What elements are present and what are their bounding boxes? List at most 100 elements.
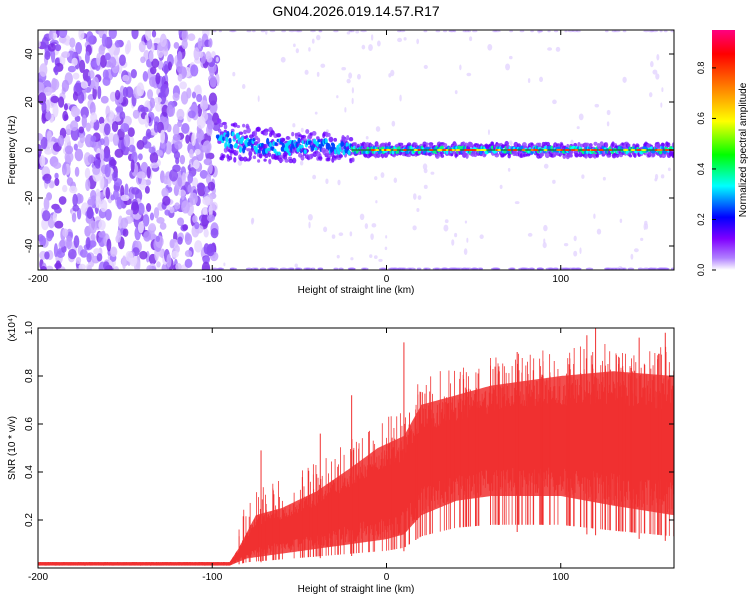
heatmap-cell [69, 37, 76, 48]
heatmap-cell [257, 95, 260, 102]
heatmap-cell [280, 56, 286, 63]
heatmap-cell [547, 30, 551, 33]
heatmap-cell [351, 87, 355, 94]
heatmap-cell [62, 184, 68, 193]
heatmap-cell [194, 240, 203, 253]
heatmap-cell [208, 92, 218, 106]
heatmap-cell [202, 140, 212, 154]
heatmap-cell [670, 267, 674, 270]
colorbar-gradient [712, 30, 735, 270]
heatmap-cell [346, 31, 351, 35]
heatmap-cell [310, 30, 316, 33]
heatmap-cell [543, 224, 548, 232]
heatmap-cell [155, 102, 163, 112]
heatmap-cell [48, 30, 54, 40]
heatmap-cell [104, 52, 111, 61]
heatmap-cell [582, 149, 586, 151]
heatmap-cell [257, 137, 261, 144]
heatmap-cell [430, 171, 435, 175]
heatmap-cell [74, 115, 81, 122]
heatmap-cell [385, 149, 391, 151]
heatmap-cell [323, 226, 328, 233]
heatmap-cell [137, 202, 145, 216]
heatmap-cell [245, 267, 253, 270]
heatmap-cell [131, 30, 139, 40]
heatmap-cell [397, 30, 402, 33]
heatmap-cell [110, 194, 115, 201]
heatmap-cell [103, 135, 110, 148]
heatmap-cell [661, 87, 664, 93]
heatmap-cell [54, 220, 64, 229]
heatmap-cell [173, 42, 180, 49]
heatmap-cell [399, 94, 402, 102]
heatmap-cell [593, 141, 598, 146]
heatmap-cell [636, 149, 642, 151]
heatmap-cell [622, 267, 627, 270]
heatmap-cell [72, 193, 78, 207]
heatmap-cell [144, 30, 152, 41]
heatmap-cell [125, 209, 134, 216]
heatmap-cell [156, 261, 161, 268]
heatmap-cell [145, 128, 152, 140]
heatmap-cell [159, 222, 167, 230]
heatmap-cell [161, 187, 169, 198]
heatmap-cell [172, 123, 180, 137]
heatmap-cell [333, 30, 339, 33]
heatmap-cell [76, 207, 82, 220]
heatmap-cell [172, 133, 181, 141]
heatmap-cell [406, 267, 412, 270]
heatmap-cell [465, 149, 472, 151]
heatmap-cell [192, 215, 198, 223]
heatmap-cell [314, 147, 318, 151]
heatmap-cell [276, 133, 282, 138]
heatmap-cell [142, 214, 150, 227]
heatmap-cell [148, 50, 154, 62]
heatmap-cell [336, 254, 340, 259]
heatmap-cell [479, 234, 484, 240]
heatmap-cell [648, 92, 653, 98]
heatmap-cell [564, 30, 568, 33]
heatmap-cell [380, 172, 385, 178]
heatmap-cell [79, 59, 86, 73]
heatmap-cell [248, 150, 253, 157]
heatmap-cell [466, 72, 472, 77]
heatmap-cell [85, 122, 91, 132]
y-tick-label: 0 [24, 147, 35, 153]
heatmap-cell [253, 130, 258, 137]
heatmap-cell [294, 30, 301, 33]
y-tick-label: 0.8 [24, 369, 35, 383]
heatmap-cell [652, 69, 658, 75]
heatmap-cell [563, 242, 569, 247]
heatmap-cell [605, 142, 609, 149]
heatmap-cell [311, 131, 317, 136]
colorbar-label: Normalized spectral amplitude [738, 82, 749, 217]
heatmap-cell [630, 253, 634, 260]
heatmap-cell [85, 178, 91, 191]
snr-y-ticks: 0.2 0.4 0.6 0.8 1.0 [24, 321, 674, 527]
heatmap-cell [112, 171, 118, 182]
heatmap-cell [184, 258, 193, 269]
heatmap-cell [235, 150, 239, 155]
heatmap-cell [122, 74, 130, 82]
heatmap-cell [373, 255, 378, 260]
heatmap-cell [196, 93, 203, 103]
heatmap-cell [177, 177, 182, 187]
heatmap-cell [143, 231, 152, 242]
heatmap-cell [648, 30, 653, 33]
heatmap-cell [202, 255, 210, 264]
heatmap-cell [387, 141, 391, 146]
heatmap-cell [115, 106, 124, 113]
heatmap-cell [166, 254, 172, 268]
heatmap-cell [294, 263, 298, 268]
heatmap-cell [406, 154, 411, 158]
heatmap-cell [58, 35, 67, 44]
heatmap-cell [203, 228, 209, 238]
heatmap-cell [552, 179, 556, 184]
heatmap-cell [284, 158, 289, 163]
heatmap-cell [117, 137, 126, 150]
heatmap-cell [40, 266, 47, 270]
heatmap-cell [102, 69, 109, 80]
heatmap-cell [655, 73, 660, 80]
heatmap-cell [494, 152, 500, 158]
heatmap-cell [71, 212, 77, 223]
